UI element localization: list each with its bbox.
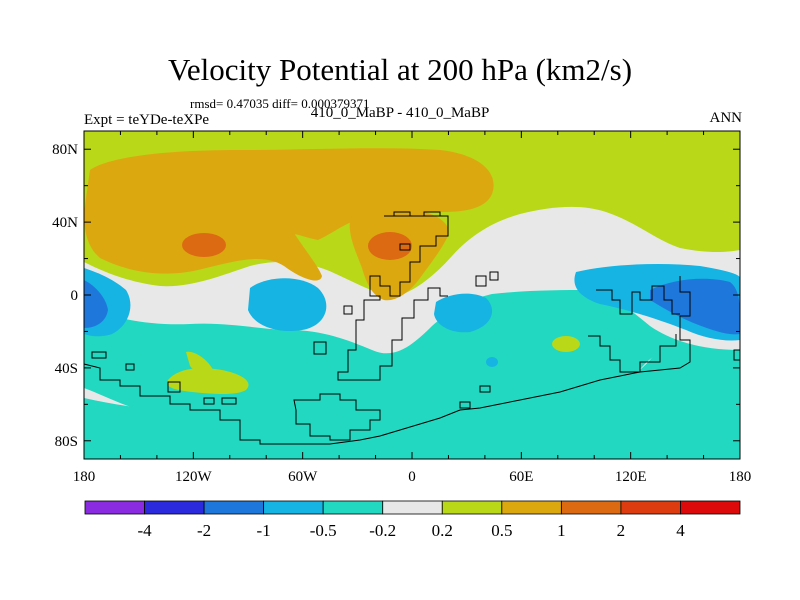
colorbar-label: 0.5	[491, 521, 512, 540]
coast-east-block	[588, 334, 677, 373]
x-tick-label: 180	[73, 469, 96, 485]
colorbar-label: -4	[137, 521, 152, 540]
fill-positive-strong-core-center	[368, 232, 412, 260]
y-tick-label: 40S	[55, 361, 78, 377]
coast-africa-europe	[337, 215, 449, 381]
coast-antarctica-like	[83, 276, 691, 445]
colorbar-label: -2	[197, 521, 211, 540]
fill-negative-strong-east	[650, 278, 740, 335]
coast-island-3	[167, 381, 181, 393]
colorbar-label: 4	[676, 521, 685, 540]
colorbar-swatch	[560, 500, 622, 515]
coast-island-9	[203, 397, 215, 405]
y-tick-label: 0	[71, 288, 79, 304]
fill-positive-weak-east-spot	[552, 336, 580, 352]
fill-negative-weak-tropics	[84, 290, 740, 443]
x-tick-label: 60W	[288, 469, 318, 485]
coast-island-8	[479, 385, 491, 393]
colorbar-swatch	[441, 500, 503, 515]
colorbar-label: -0.2	[369, 521, 396, 540]
colorbar-swatch	[501, 500, 562, 515]
x-tick-label: 180	[729, 469, 752, 485]
coast-island-13	[459, 401, 471, 409]
chart-subtitle: 410_0_MaBP - 410_0_MaBP	[310, 105, 490, 121]
coast-east-asia	[596, 285, 680, 315]
fill-near-zero-spot	[598, 238, 614, 246]
colorbar-label: 0.2	[432, 521, 453, 540]
colorbar-swatch	[680, 500, 741, 515]
colorbar-label: 1	[557, 521, 566, 540]
stats-text: rmsd= 0.47035 diff= 0.000379371	[190, 96, 370, 111]
x-tick-label: 60E	[509, 469, 533, 485]
fill-negative-strong-west	[84, 280, 108, 328]
y-tick-label: 80S	[55, 434, 78, 450]
season-label: ANN	[709, 110, 743, 126]
x-tick-label: 120W	[175, 469, 213, 485]
chart-title: Velocity Potential at 200 hPa (km2/s)	[167, 52, 633, 87]
axis-layer: 180 120W 60W 0 60E 120E 180 80N 40N 0 40S 80S	[52, 131, 751, 485]
colorbar-swatch	[84, 500, 145, 515]
coast-island-5	[343, 305, 353, 315]
coast-island-11	[399, 243, 411, 251]
fill-positive-weak-tail	[186, 351, 214, 375]
colorbar-label: 2	[617, 521, 626, 540]
experiment-label: Expt = teYDe-teXPe	[84, 112, 210, 128]
contour-fill-layer	[84, 131, 740, 459]
colorbar-swatch	[382, 500, 443, 515]
fill-positive-weak-south-patch	[167, 368, 249, 394]
coast-island-1	[91, 351, 107, 359]
fill-negative-weak-south	[84, 369, 740, 459]
y-tick-label: 80N	[52, 142, 78, 158]
colorbar: -4 -2 -1 -0.5 -0.2 0.2 0.5 1 2 4	[84, 500, 741, 540]
x-tick-label: 120E	[615, 469, 647, 485]
coast-island-10	[221, 397, 237, 405]
coast-island-7	[489, 271, 499, 281]
continent-outlines	[83, 211, 741, 445]
colorbar-swatch	[322, 500, 384, 515]
coast-island-4	[313, 341, 327, 355]
colorbar-swatch	[203, 500, 265, 515]
colorbar-label: -0.5	[310, 521, 337, 540]
fill-negative-moderate-spot	[486, 357, 498, 367]
colorbar-swatch	[620, 500, 681, 515]
fill-negative-moderate-africa	[434, 293, 493, 333]
fill-positive-strong-core-west	[182, 233, 226, 257]
colorbar-swatch	[263, 500, 324, 515]
coast-south-america	[293, 393, 381, 441]
colorbar-swatch	[144, 500, 205, 515]
x-tick-label: 0	[408, 469, 416, 485]
coast-europe-north	[384, 211, 441, 217]
coast-island-2	[125, 363, 135, 371]
fill-negative-moderate-atlantic	[248, 278, 327, 332]
coast-island-6	[475, 275, 487, 287]
colorbar-label: -1	[257, 521, 271, 540]
y-tick-label: 40N	[52, 215, 78, 231]
